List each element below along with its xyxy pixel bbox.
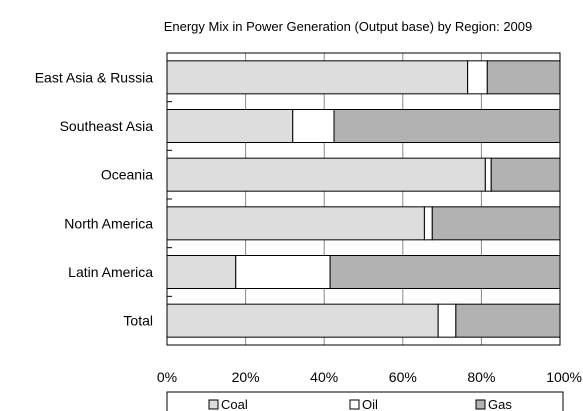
bar-oil-4 [235,255,331,289]
bar-coal-4 [166,255,237,289]
bars [166,60,561,338]
category-ticks [167,101,172,297]
bar-oil-5 [437,303,457,338]
bar-gas-4 [329,255,561,289]
x-tick-label: 40% [310,369,338,385]
chart-title: Energy Mix in Power Generation (Output b… [164,19,533,34]
category-label: Latin America [68,264,153,280]
x-tick-labels: 0% 20% 40% 60% 80% 100% [157,369,582,385]
x-tick-label: 80% [467,369,495,385]
bar-oil-3 [423,206,433,241]
category-label: Southeast Asia [60,118,154,134]
bar-coal-1 [166,109,294,143]
legend-box [166,391,564,411]
legend-label: Gas [488,397,512,411]
bar-coal-3 [166,206,425,241]
legend-label: Coal [221,397,248,411]
legend-swatch [475,399,486,410]
legend-label: Oil [362,397,378,411]
legend-swatch [349,399,360,410]
bar-gas-2 [490,157,561,192]
x-tick-label: 60% [389,369,417,385]
category-labels: East Asia & Russia Southeast Asia Oceania N… [35,69,153,328]
category-label: Total [123,313,153,329]
legend: Coal Oil Gas [166,391,564,411]
x-tick-label: 20% [232,369,260,385]
bar-coal-2 [166,157,486,192]
bar-oil-0 [467,60,488,95]
category-label: North America [64,215,153,231]
grid-lines [245,53,482,345]
x-tick-label: 100% [546,369,582,385]
bar-gas-0 [486,60,561,95]
bar-gas-1 [333,109,561,143]
bar-coal-5 [166,303,439,338]
bar-oil-1 [292,109,335,143]
legend-swatch [208,399,219,410]
bar-coal-0 [166,60,469,95]
category-label: East Asia & Russia [35,69,153,85]
bar-gas-5 [455,303,561,338]
plot-frame [166,52,561,346]
bar-oil-2 [484,157,492,192]
bar-gas-3 [431,206,561,241]
category-label: Oceania [101,167,153,183]
x-tick-label: 0% [157,369,177,385]
